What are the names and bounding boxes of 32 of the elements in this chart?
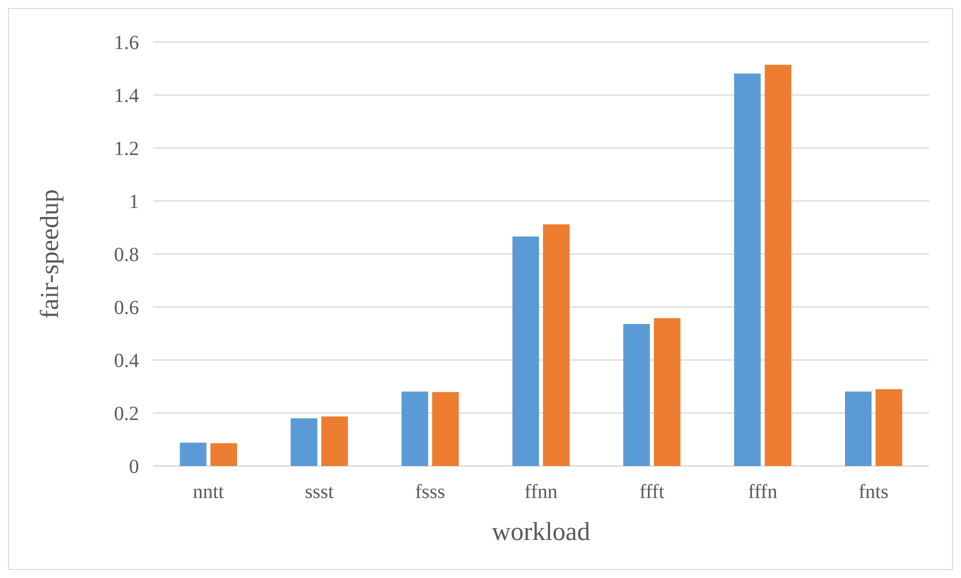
x-tick-label: ssst <box>304 481 334 503</box>
bar <box>402 392 428 466</box>
bar <box>512 236 539 466</box>
bar <box>623 324 650 466</box>
y-tick-label: 0.6 <box>114 297 139 319</box>
bar <box>844 392 872 466</box>
x-tick-label: ffft <box>639 481 665 503</box>
y-tick-label: 1 <box>129 191 139 213</box>
bar <box>543 224 570 466</box>
bar <box>764 64 792 466</box>
bar <box>734 74 761 466</box>
bar <box>290 418 318 466</box>
y-tick-label: 1.2 <box>114 138 139 160</box>
y-tick-label: 0.8 <box>114 244 139 266</box>
bar <box>321 416 348 466</box>
y-tick-label: 1.4 <box>114 85 139 107</box>
bar <box>180 442 206 466</box>
x-tick-label: ffnn <box>524 481 558 503</box>
x-tick-label: nntt <box>192 481 224 503</box>
y-tick-label: 0.4 <box>114 350 139 372</box>
x-tick-label: fnts <box>858 481 889 503</box>
bar <box>876 389 902 466</box>
y-axis-title: fair-speedup <box>35 189 64 319</box>
y-tick-label: 0.2 <box>114 403 139 425</box>
bar <box>210 443 238 466</box>
bar <box>432 392 459 466</box>
bar <box>654 318 680 466</box>
y-tick-label: 0 <box>129 456 139 478</box>
x-axis-title: workload <box>492 517 590 546</box>
y-tick-label: 1.6 <box>114 32 139 54</box>
x-tick-label: fffn <box>748 481 778 503</box>
x-tick-label: fsss <box>415 481 446 503</box>
